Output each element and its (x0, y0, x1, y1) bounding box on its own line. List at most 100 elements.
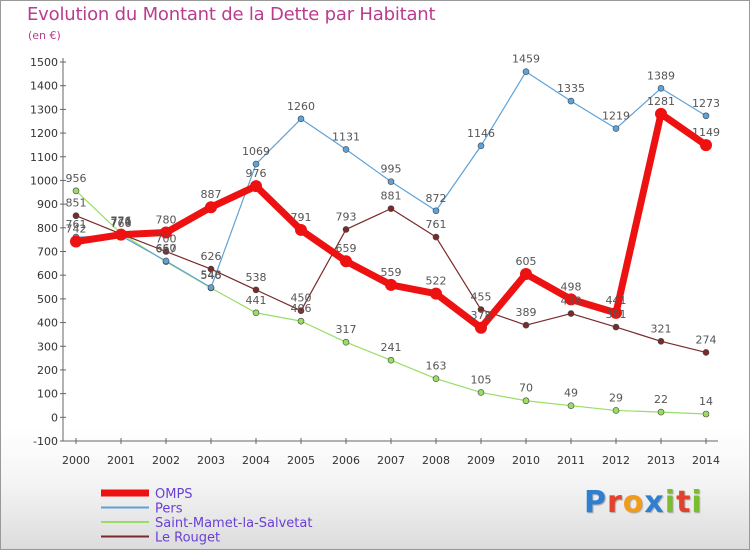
chart-unit: (en €) (28, 29, 61, 42)
data-label: 657 (156, 243, 177, 256)
data-point (72, 187, 80, 195)
data-label: 791 (291, 211, 312, 224)
legend-label: Saint-Mamet-la-Salvetat (155, 516, 312, 531)
data-point (340, 255, 352, 268)
brand-letter: i (691, 485, 703, 520)
data-point (252, 286, 260, 294)
data-point (565, 293, 577, 306)
x-tick-label: 2010 (512, 454, 540, 467)
data-label: 559 (381, 266, 402, 279)
data-label: 1260 (287, 100, 315, 113)
data-point (657, 337, 665, 345)
data-label: 1335 (557, 82, 585, 95)
data-point (252, 160, 260, 168)
data-point (612, 323, 620, 331)
data-point (205, 201, 217, 214)
data-point (342, 338, 350, 346)
data-label: 49 (564, 387, 578, 400)
x-tick-label: 2000 (62, 454, 90, 467)
y-tick-label: 500 (37, 293, 58, 306)
data-point (567, 310, 575, 317)
y-tick-label: 200 (37, 364, 58, 377)
data-label: 22 (654, 393, 668, 406)
brand-logo: Proxiti (584, 485, 703, 520)
data-label: 546 (201, 269, 222, 282)
data-label: 441 (246, 294, 267, 307)
data-point (387, 356, 395, 364)
data-point (567, 97, 575, 105)
x-tick-label: 2005 (287, 454, 315, 467)
data-label: 406 (291, 302, 312, 315)
y-tick-label: 100 (37, 388, 58, 401)
data-point (72, 212, 80, 220)
data-point (387, 205, 395, 212)
x-tick-label: 2013 (647, 454, 675, 467)
data-point (700, 139, 712, 152)
data-point (612, 407, 620, 414)
data-label: 776 (111, 214, 132, 227)
data-point (295, 223, 307, 236)
series-pers (72, 68, 710, 291)
data-label: 1219 (602, 110, 630, 123)
data-point (207, 265, 215, 273)
data-label: 538 (246, 271, 267, 284)
data-label: 995 (381, 163, 402, 176)
data-label: 29 (609, 391, 623, 404)
data-point (430, 287, 442, 300)
data-label: 274 (696, 333, 717, 346)
data-label: 774 (111, 215, 132, 228)
data-point (522, 68, 530, 76)
brand-letter: P (584, 485, 607, 520)
data-label: 1459 (512, 53, 540, 66)
y-tick-label: 900 (37, 198, 58, 211)
data-point (477, 142, 485, 150)
data-label: 1131 (332, 130, 360, 143)
y-tick-label: 1500 (30, 56, 58, 69)
data-label: 872 (426, 192, 447, 205)
y-tick-label: 600 (37, 269, 58, 282)
axes: -100 0 100 200 300 400 500 600 700 800 900 1000 1100… (30, 56, 720, 467)
legend-label: Le Rouget (155, 531, 220, 546)
data-label: 1146 (467, 127, 495, 140)
data-point (477, 306, 485, 313)
data-point (702, 349, 710, 356)
x-tick-label: 2008 (422, 454, 450, 467)
chart-title: Evolution du Montant de la Dette par Hab… (27, 4, 436, 25)
data-label: 378 (471, 309, 492, 322)
y-tick-label: 800 (37, 222, 58, 235)
data-label: 851 (66, 197, 87, 210)
data-label: 455 (471, 291, 492, 304)
data-label: 1069 (242, 145, 270, 158)
data-point (387, 178, 395, 185)
x-tick-label: 2011 (557, 454, 585, 467)
y-tick-label: 300 (37, 340, 58, 353)
data-label: 660 (156, 242, 177, 255)
x-tick-label: 2007 (377, 454, 405, 467)
y-tick-label: 1300 (30, 103, 58, 116)
data-label: 163 (426, 360, 447, 373)
data-label: 766 (111, 217, 132, 230)
data-label: 105 (471, 373, 492, 386)
y-tick-label: 400 (37, 317, 58, 330)
data-point (702, 410, 710, 418)
data-label: 548 (201, 269, 222, 282)
data-point (297, 307, 305, 315)
x-tick-label: 2009 (467, 454, 495, 467)
data-label: 887 (201, 188, 222, 201)
data-point (115, 228, 127, 241)
x-tick-label: 2004 (242, 454, 270, 467)
data-label: 1389 (647, 69, 675, 82)
brand-letter: t (676, 485, 692, 520)
y-tick-label: 1100 (30, 151, 58, 164)
data-label: 498 (561, 280, 582, 293)
data-point (432, 375, 440, 383)
y-tick-label: 0 (51, 411, 58, 424)
data-label: 1281 (647, 95, 675, 108)
data-point (522, 321, 530, 329)
series-layer (70, 68, 712, 418)
data-label: 389 (516, 306, 537, 319)
y-tick-label: 1200 (30, 127, 58, 140)
